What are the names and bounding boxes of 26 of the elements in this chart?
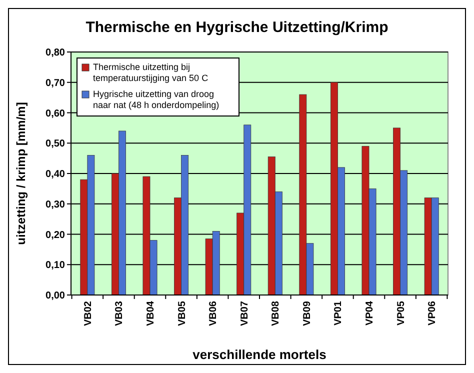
y-tick-label: 0,80 [46, 48, 66, 58]
y-tick-label: 0,70 [46, 78, 66, 89]
x-tick-label: VP06 [427, 300, 438, 326]
legend-label: Hygrische uitzetting van droog naar nat (48 h onderdompeling) [93, 89, 220, 110]
x-tick-label: VP05 [396, 300, 407, 326]
x-tick-label: VB04 [146, 300, 156, 326]
x-axis-title: verschillende mortels [192, 347, 326, 362]
y-axis-title: uitzetting / krimp [mm/m] [14, 102, 28, 245]
legend-label: Thermische uitzetting bij temperatuurstijging van 50 C [93, 62, 209, 83]
x-tick-label: VB05 [176, 300, 188, 326]
x-tick-label: VB09 [302, 300, 313, 326]
x-tick-label: VB07 [239, 300, 250, 326]
y-tick-label: 0,60 [46, 108, 66, 120]
x-tick-label: VB02 [82, 300, 94, 326]
y-tick-label: 0,40 [46, 169, 66, 180]
chart-title: Thermische en Hygrische Uitzetting/Krimp [86, 19, 388, 36]
y-tick-label: 0,10 [46, 260, 66, 272]
x-tick-label: VB06 [208, 300, 220, 326]
y-tick-label: 0,30 [46, 199, 66, 210]
y-tick-label: 0,00 [46, 290, 66, 302]
x-tick-label: VB08 [270, 300, 282, 326]
x-tick-label: VB03 [114, 300, 126, 326]
y-tick-label: 0,20 [46, 230, 66, 241]
x-tick-label: VP04 [364, 300, 376, 326]
x-tick-label: VP01 [333, 300, 344, 326]
y-tick-label: 0,50 [46, 138, 66, 150]
